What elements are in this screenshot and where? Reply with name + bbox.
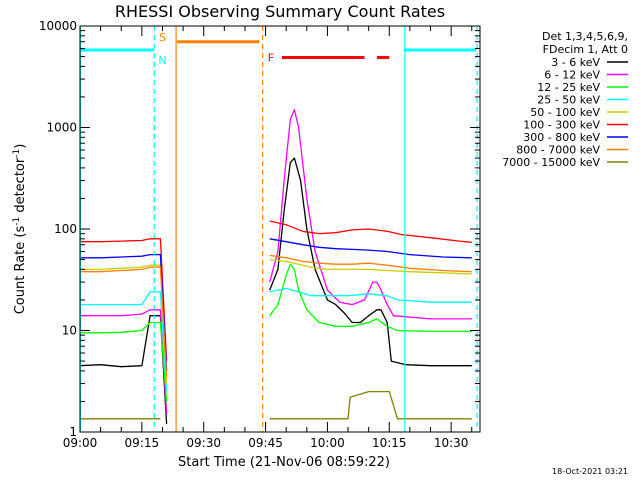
legend-entry-label-0: 3 - 6 keV	[551, 56, 600, 69]
axes-layer: 09:00 09:15 09:30 09:45 10:00 10:15 10:30 1 10 10…	[39, 19, 480, 450]
mode-label-n: N	[158, 54, 166, 67]
y-axis-label: Count Rate (s-1 detector-1)	[12, 144, 28, 315]
y-axis-label-prefix: Count Rate (s	[13, 226, 28, 315]
y-tick-label-3: 1000	[46, 121, 77, 135]
legend-entry-label-6: 300 - 800 keV	[523, 131, 600, 144]
legend-entry-label-3: 25 - 50 keV	[537, 94, 600, 107]
x-tick-label-3: 09:45	[248, 436, 283, 450]
series-line-5-segment-1	[269, 220, 472, 243]
legend-entry-label-1: 6 - 12 keV	[544, 69, 600, 82]
x-tick-label-1: 09:15	[125, 436, 160, 450]
series-line-1-segment-0	[80, 309, 168, 415]
series-line-4-segment-0	[80, 264, 168, 384]
y-axis-label-exp-2: -1	[12, 149, 22, 158]
chart-title: RHESSI Observing Summary Count Rates	[115, 2, 445, 21]
series-line-8-segment-1	[269, 390, 472, 420]
legend-entry-label-4: 50 - 100 keV	[530, 106, 600, 119]
series-line-5-segment-0	[80, 238, 168, 362]
x-tick-label-2: 09:30	[186, 436, 221, 450]
legend-entry-label-5: 100 - 300 keV	[523, 119, 600, 132]
series-line-3-segment-1	[269, 287, 472, 303]
legend: Det 1,3,4,5,6,9, FDecim 1, Att 0 3 - 6 k…	[502, 30, 628, 169]
y-axis-label-suffix: )	[13, 144, 28, 149]
series-line-6-segment-1	[269, 238, 472, 259]
series-line-3-segment-0	[80, 291, 168, 392]
x-tick-label-4: 10:00	[310, 436, 345, 450]
series-line-7-segment-1	[269, 254, 472, 273]
y-tick-label-4: 10000	[39, 19, 77, 33]
y-tick-label-2: 100	[54, 222, 77, 236]
series-line-2-segment-0	[80, 321, 168, 402]
plot-layer: SN F	[79, 26, 478, 432]
legend-header-line-2: FDecim 1, Att 0	[543, 43, 628, 56]
legend-entry-label-8: 7000 - 15000 keV	[502, 156, 600, 169]
legend-entry-label-7: 800 - 7000 keV	[516, 144, 600, 157]
x-tick-label-5: 10:15	[372, 436, 407, 450]
footer-timestamp: 18-Oct-2021 03:21	[552, 467, 628, 476]
legend-entry-label-2: 12 - 25 keV	[537, 81, 600, 94]
series-line-4-segment-1	[269, 258, 472, 275]
mode-label-f: F	[268, 51, 274, 64]
mode-label-s: S	[159, 31, 166, 44]
series-line-1-segment-1	[269, 108, 472, 320]
x-axis-label: Start Time (21-Nov-06 08:59:22)	[178, 455, 390, 470]
series-line-2-segment-1	[269, 263, 472, 333]
y-axis-label-exp-1: -1	[12, 217, 22, 226]
y-axis-label-mid: detector	[13, 157, 28, 217]
y-tick-label-0: 1	[69, 425, 77, 439]
series-line-7-segment-0	[80, 266, 168, 377]
series-line-0-segment-1	[269, 157, 472, 367]
legend-header-line-1: Det 1,3,4,5,6,9,	[542, 30, 628, 43]
x-tick-label-0: 09:00	[63, 436, 98, 450]
series-line-6-segment-0	[80, 253, 168, 371]
y-tick-label-1: 10	[62, 324, 77, 338]
x-tick-label-6: 10:30	[434, 436, 469, 450]
